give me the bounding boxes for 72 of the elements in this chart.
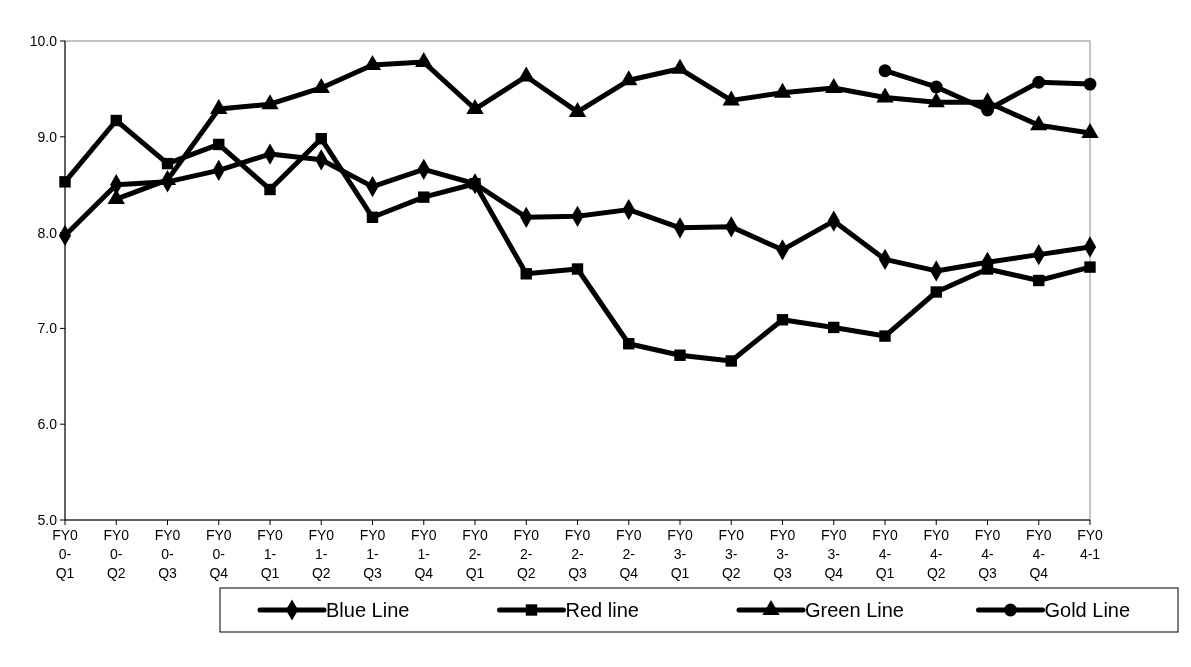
point: [773, 82, 792, 98]
x-tick-label: FY02-Q3: [564, 527, 591, 581]
x-tick-label: FY01-Q3: [359, 527, 386, 581]
x-tick-label: FY04-Q2: [923, 527, 950, 581]
point: [161, 157, 174, 170]
point: [520, 268, 532, 280]
point: [623, 338, 635, 350]
point: [59, 176, 71, 188]
y-tick-label: 5.0: [37, 511, 58, 528]
x-tick-label: FY03-Q3: [769, 527, 796, 581]
point: [264, 183, 276, 196]
x-tick-label: FY02-Q2: [513, 527, 540, 581]
point: [876, 87, 894, 103]
x-tick-label: FY00-Q3: [154, 527, 181, 581]
point: [213, 138, 225, 151]
x-tick-label: FY01-Q1: [257, 527, 284, 581]
legend-label: Green Line: [805, 599, 904, 621]
x-tick-label: FY00-Q4: [205, 527, 232, 581]
legend-label: Gold Line: [1044, 599, 1131, 621]
point: [1084, 261, 1096, 273]
point: [568, 101, 587, 117]
y-tick-label: 8.0: [37, 224, 58, 241]
x-tick-label: FY01-Q4: [410, 527, 437, 581]
point: [315, 133, 327, 145]
point: [107, 189, 125, 205]
x-tick-label: FY03-Q2: [718, 527, 745, 581]
y-tick-label: 7.0: [37, 320, 58, 337]
point: [930, 286, 942, 298]
point: [466, 99, 484, 115]
point: [674, 349, 686, 361]
point: [671, 58, 689, 74]
x-tick-label: FY04-Q1: [872, 527, 899, 581]
point: [722, 90, 740, 106]
point: [571, 263, 584, 275]
point: [1030, 115, 1048, 131]
point: [879, 330, 891, 342]
point: [312, 77, 330, 93]
point: [828, 321, 840, 334]
point: [927, 92, 945, 108]
point: [415, 52, 433, 68]
point: [825, 77, 843, 93]
point: [110, 114, 122, 127]
point: [261, 94, 279, 110]
x-tick-label: FY04-Q4: [1025, 527, 1052, 581]
point: [725, 355, 737, 367]
x-tick-label: FY03-Q1: [667, 527, 694, 581]
point: [210, 99, 228, 115]
x-tick-label: FY00-Q1: [52, 527, 79, 581]
point: [1083, 77, 1097, 91]
point: [517, 66, 535, 82]
point: [929, 80, 943, 94]
x-tick-label: FY02-Q1: [462, 527, 489, 581]
point: [418, 191, 430, 203]
point: [620, 70, 638, 86]
y-tick-label: 6.0: [37, 416, 58, 433]
legend-label: Red line: [565, 599, 639, 621]
point: [1032, 75, 1046, 89]
x-tick-label: FY04-1: [1077, 527, 1104, 562]
point: [776, 314, 789, 326]
legend-label: Blue Line: [326, 599, 410, 621]
point: [469, 178, 481, 190]
point: [981, 263, 994, 275]
x-tick-label: FY04-Q3: [974, 527, 1001, 581]
x-tick-label: FY03-Q4: [820, 527, 847, 581]
point: [1081, 122, 1099, 138]
y-tick-label: 10.0: [29, 32, 58, 49]
y-tick-label: 9.0: [37, 128, 58, 145]
x-tick-label: FY01-Q2: [308, 527, 335, 581]
x-tick-label: FY00-Q2: [103, 527, 130, 581]
point: [1033, 274, 1045, 287]
x-tick-label: FY02-Q4: [615, 527, 642, 581]
point: [366, 211, 379, 223]
